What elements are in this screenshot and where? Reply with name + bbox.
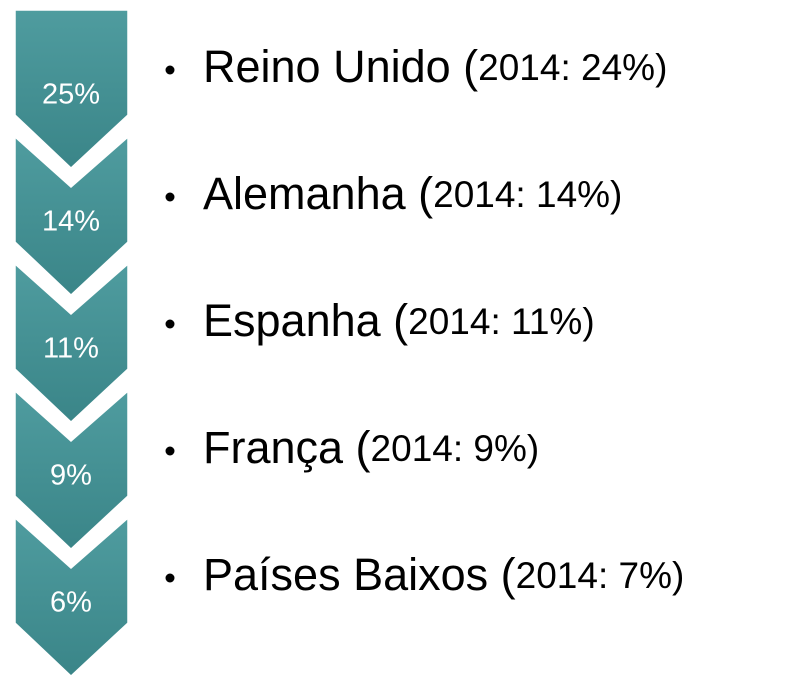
chevron bbox=[14, 262, 129, 424]
item-text: França (2014: 9%) bbox=[203, 422, 539, 473]
chevron bbox=[14, 389, 129, 551]
badge-label: 6% bbox=[50, 587, 92, 619]
item-name: Alemanha ( bbox=[203, 168, 433, 219]
chevron bbox=[14, 135, 129, 297]
item-detail: 2014: 11%) bbox=[408, 301, 595, 342]
chevron bbox=[14, 9, 129, 170]
item-name: Reino Unido ( bbox=[203, 41, 478, 92]
item-name: França ( bbox=[203, 422, 371, 473]
badge-label: 14% bbox=[42, 206, 100, 238]
bullet bbox=[165, 192, 175, 202]
bullet bbox=[165, 446, 175, 456]
badge-label: 25% bbox=[42, 79, 100, 111]
bullet bbox=[165, 319, 175, 329]
item-text: Países Baixos (2014: 7%) bbox=[203, 549, 684, 600]
item-text: Alemanha (2014: 14%) bbox=[203, 168, 622, 219]
badge-label: 9% bbox=[50, 460, 92, 492]
item-name: Países Baixos ( bbox=[203, 549, 516, 600]
item-text: Espanha (2014: 11%) bbox=[203, 295, 595, 346]
chevron bbox=[14, 516, 129, 678]
bullet bbox=[165, 573, 175, 583]
item-text: Reino Unido (2014: 24%) bbox=[203, 41, 667, 92]
item-detail: 2014: 7%) bbox=[516, 555, 685, 596]
item-detail: 2014: 24%) bbox=[478, 47, 667, 88]
item-detail: 2014: 9%) bbox=[371, 428, 540, 469]
item-name: Espanha ( bbox=[203, 295, 408, 346]
bullet bbox=[165, 65, 175, 75]
item-detail: 2014: 14%) bbox=[433, 174, 622, 215]
badge-label: 11% bbox=[43, 333, 99, 365]
